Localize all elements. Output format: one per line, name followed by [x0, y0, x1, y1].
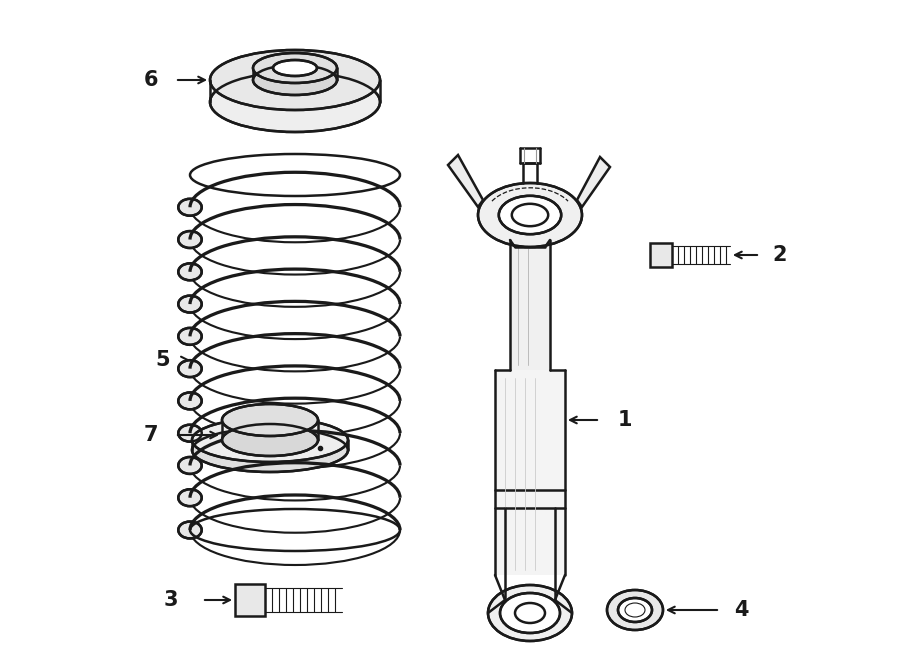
Ellipse shape: [478, 183, 582, 247]
Polygon shape: [577, 157, 610, 207]
Ellipse shape: [192, 428, 348, 472]
Ellipse shape: [499, 196, 562, 234]
Ellipse shape: [253, 65, 337, 95]
Text: 4: 4: [734, 600, 749, 620]
FancyBboxPatch shape: [235, 584, 265, 616]
Text: 1: 1: [618, 410, 633, 430]
Ellipse shape: [178, 231, 202, 248]
Ellipse shape: [253, 53, 337, 83]
Ellipse shape: [607, 590, 663, 630]
Ellipse shape: [222, 424, 318, 456]
Ellipse shape: [178, 199, 202, 216]
Ellipse shape: [618, 598, 652, 622]
Ellipse shape: [488, 585, 572, 641]
Text: 5: 5: [156, 350, 170, 370]
Ellipse shape: [210, 50, 380, 110]
Polygon shape: [495, 370, 565, 575]
Ellipse shape: [210, 72, 380, 132]
Ellipse shape: [178, 328, 202, 345]
Text: 3: 3: [164, 590, 178, 610]
Ellipse shape: [178, 457, 202, 474]
Text: 2: 2: [772, 245, 787, 265]
Polygon shape: [448, 155, 483, 207]
Ellipse shape: [178, 263, 202, 280]
Ellipse shape: [500, 593, 560, 633]
Ellipse shape: [178, 360, 202, 377]
Ellipse shape: [178, 489, 202, 506]
Ellipse shape: [178, 522, 202, 538]
Text: 7: 7: [143, 425, 158, 445]
Ellipse shape: [273, 60, 317, 76]
Ellipse shape: [222, 404, 318, 436]
Ellipse shape: [178, 393, 202, 409]
Ellipse shape: [178, 296, 202, 312]
FancyBboxPatch shape: [650, 243, 672, 267]
Text: 6: 6: [143, 70, 158, 90]
Ellipse shape: [192, 418, 348, 462]
Ellipse shape: [178, 425, 202, 442]
Polygon shape: [510, 240, 550, 370]
